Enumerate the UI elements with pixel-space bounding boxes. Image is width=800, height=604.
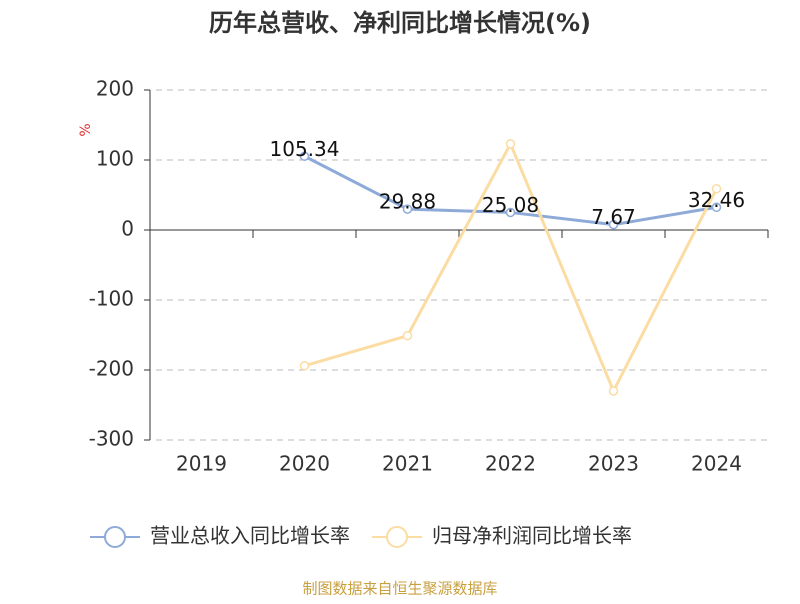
y-axis-label: % bbox=[78, 123, 94, 136]
data-label: 29.88 bbox=[379, 190, 436, 214]
data-label: 32.46 bbox=[688, 188, 745, 212]
data-point bbox=[608, 219, 619, 230]
data-point bbox=[402, 330, 413, 341]
y-tick-label: -200 bbox=[89, 357, 134, 381]
y-tick-label: -300 bbox=[89, 427, 134, 451]
series-line bbox=[304, 140, 718, 395]
data-point bbox=[711, 202, 722, 213]
data-label: 105.34 bbox=[270, 137, 340, 161]
data-label: 25.08 bbox=[482, 193, 539, 217]
x-tick-label: 2024 bbox=[691, 452, 742, 476]
data-point bbox=[299, 361, 310, 371]
y-tick-label: 0 bbox=[121, 217, 134, 241]
data-point bbox=[505, 207, 516, 218]
legend-label: 归母净利润同比增长率 bbox=[432, 524, 632, 548]
x-tick-label: 2020 bbox=[279, 452, 330, 476]
legend-swatch-marker bbox=[104, 526, 126, 548]
data-point bbox=[608, 386, 619, 396]
y-tick-label: 100 bbox=[96, 147, 134, 171]
x-tick-label: 2019 bbox=[176, 452, 227, 476]
data-label: 7.67 bbox=[591, 205, 636, 229]
data-point bbox=[505, 139, 516, 149]
data-point bbox=[711, 183, 722, 194]
source-note: 制图数据来自恒生聚源数据库 bbox=[302, 580, 497, 598]
data-point bbox=[299, 151, 310, 162]
x-tick-label: 2022 bbox=[485, 452, 536, 476]
x-tick-label: 2021 bbox=[382, 452, 433, 476]
y-tick-label: 200 bbox=[96, 77, 134, 101]
chart-title: 历年总营收、净利同比增长情况(%) bbox=[209, 9, 591, 37]
legend-label: 营业总收入同比增长率 bbox=[150, 524, 350, 548]
legend-swatch-marker bbox=[386, 526, 408, 548]
x-tick-label: 2023 bbox=[588, 452, 639, 476]
y-tick-label: -100 bbox=[89, 287, 134, 311]
data-point bbox=[402, 204, 413, 214]
